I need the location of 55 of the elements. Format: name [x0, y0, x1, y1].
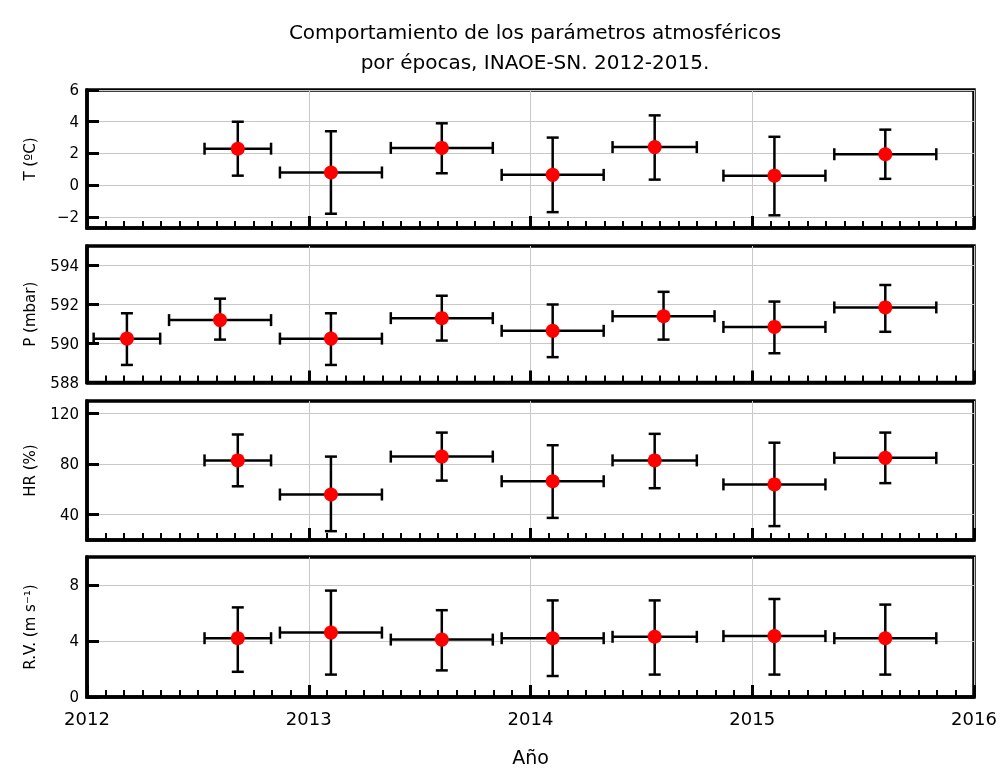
- y-tick-label: 8: [69, 576, 79, 594]
- point: [767, 477, 782, 492]
- y-tick-label: 6: [69, 81, 79, 99]
- y-axis-title: P (mbar): [20, 281, 39, 347]
- point: [878, 450, 893, 465]
- chart-title: Comportamiento de los parámetros atmosféricos por épocas, INAOE-SN. 2012-2015.: [288, 20, 782, 74]
- point: [647, 140, 662, 155]
- point: [434, 140, 449, 155]
- y-tick-label: 588: [50, 373, 79, 392]
- y-tick-label: 590: [50, 334, 79, 353]
- point: [545, 323, 560, 338]
- x-tick-label: 2015: [729, 707, 776, 729]
- y-axis-title: R.V. (m s⁻¹): [20, 584, 39, 670]
- y-tick-label: 4: [69, 632, 79, 650]
- point: [545, 167, 560, 182]
- y-tick-label: 0: [69, 688, 79, 706]
- point: [434, 311, 449, 326]
- y-tick-label: −2: [56, 207, 79, 226]
- y-tick-label: 80: [59, 455, 79, 474]
- point: [323, 331, 338, 346]
- point: [878, 631, 893, 646]
- x-tick-label: 2013: [285, 707, 332, 729]
- point: [878, 147, 893, 162]
- point: [119, 331, 134, 346]
- point: [545, 474, 560, 489]
- point: [213, 313, 228, 328]
- point: [767, 319, 782, 334]
- y-axis-title: T (ºC): [20, 137, 39, 182]
- x-tick-label: 2014: [507, 707, 554, 729]
- point: [230, 631, 245, 646]
- x-tick-label: 2016: [951, 707, 997, 729]
- point: [434, 449, 449, 464]
- point: [323, 165, 338, 180]
- y-tick-label: 40: [59, 505, 79, 524]
- y-tick-label: 2: [69, 144, 79, 163]
- point: [230, 141, 245, 156]
- point: [545, 631, 560, 646]
- y-tick-label: 4: [69, 112, 79, 131]
- y-tick-label: 120: [50, 404, 79, 423]
- y-tick-label: 594: [50, 256, 79, 275]
- point: [878, 300, 893, 315]
- point: [767, 629, 782, 644]
- x-tick-label: 2012: [64, 707, 110, 729]
- y-axis-title: HR (%): [20, 444, 39, 497]
- point: [434, 632, 449, 647]
- x-axis-title: Año: [512, 745, 549, 768]
- point: [230, 453, 245, 468]
- y-tick-label: 592: [50, 295, 79, 314]
- point: [767, 168, 782, 183]
- point: [647, 453, 662, 468]
- point: [323, 487, 338, 502]
- point: [656, 309, 671, 324]
- point: [323, 625, 338, 640]
- point: [647, 629, 662, 644]
- y-tick-label: 0: [69, 176, 79, 195]
